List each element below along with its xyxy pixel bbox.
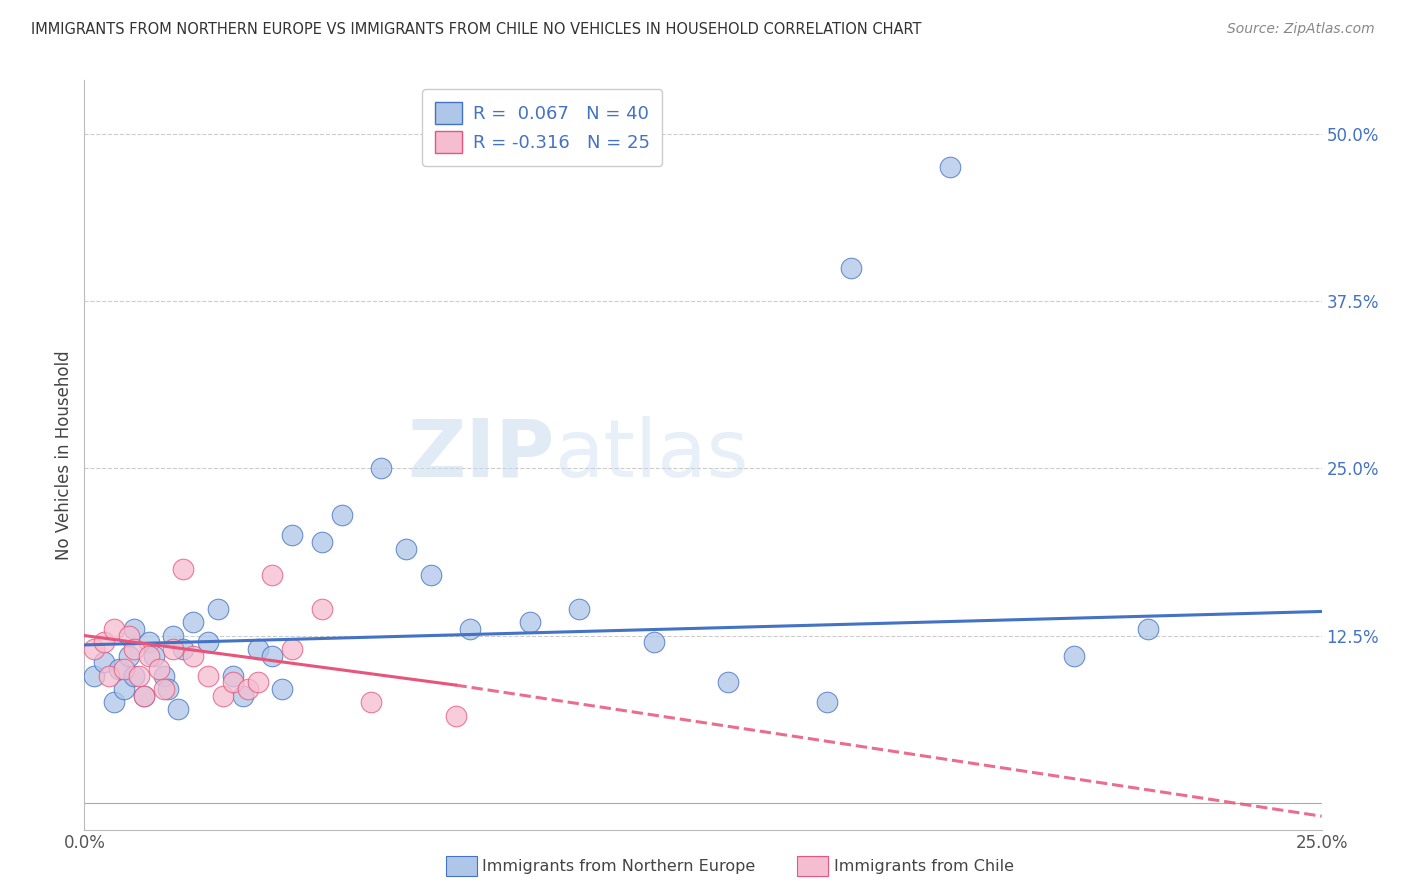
Y-axis label: No Vehicles in Household: No Vehicles in Household [55,350,73,560]
Point [103,696,125,710]
Point [232,689,254,703]
Text: IMMIGRANTS FROM NORTHERN EUROPE VS IMMIGRANTS FROM CHILE NO VEHICLES IN HOUSEHOL: IMMIGRANTS FROM NORTHERN EUROPE VS IMMIG… [31,22,921,37]
Text: ZIP: ZIP [408,416,554,494]
Point [122,669,145,683]
Point [568,602,591,616]
Point [157,682,180,697]
Point [181,615,204,630]
Text: Immigrants from Chile: Immigrants from Chile [834,859,1014,873]
Point [212,689,235,703]
Point [118,629,141,643]
Point [98,669,121,683]
Point [122,622,145,636]
Point [207,602,229,616]
Point [128,669,150,683]
Point [148,662,170,676]
Point [152,682,174,697]
Point [281,528,304,542]
Point [172,562,194,576]
Point [419,568,441,582]
Point [122,642,145,657]
Text: Immigrants from Northern Europe: Immigrants from Northern Europe [482,859,755,873]
Point [222,669,245,683]
Point [118,648,141,663]
Point [222,675,245,690]
Point [246,642,269,657]
Point [93,655,115,669]
Point [103,622,125,636]
Point [112,662,135,676]
Point [262,568,284,582]
Text: Source: ZipAtlas.com: Source: ZipAtlas.com [1227,22,1375,37]
Point [167,702,190,716]
Point [360,696,382,710]
Point [83,642,105,657]
Point [271,682,294,697]
Point [108,662,131,676]
Point [172,642,194,657]
Point [311,602,333,616]
Point [112,682,135,697]
Point [643,635,665,649]
Point [330,508,353,523]
Point [395,541,418,556]
Point [841,260,863,275]
Point [444,708,467,723]
Text: atlas: atlas [554,416,749,494]
Point [197,669,219,683]
Point [83,669,105,683]
Point [162,629,184,643]
Point [138,635,160,649]
Point [311,534,333,549]
Point [815,696,838,710]
Point [939,161,962,175]
Point [281,642,304,657]
Point [262,648,284,663]
Legend: R =  0.067   N = 40, R = -0.316   N = 25: R = 0.067 N = 40, R = -0.316 N = 25 [422,89,662,166]
Point [197,635,219,649]
Point [152,669,174,683]
Point [132,689,155,703]
Point [236,682,259,697]
Point [370,461,392,475]
Point [132,689,155,703]
Point [246,675,269,690]
Point [460,622,482,636]
Point [717,675,740,690]
Point [1063,648,1085,663]
Point [162,642,184,657]
Point [142,648,165,663]
Point [181,648,204,663]
Point [1137,622,1160,636]
Point [138,648,160,663]
Point [519,615,541,630]
Point [93,635,115,649]
